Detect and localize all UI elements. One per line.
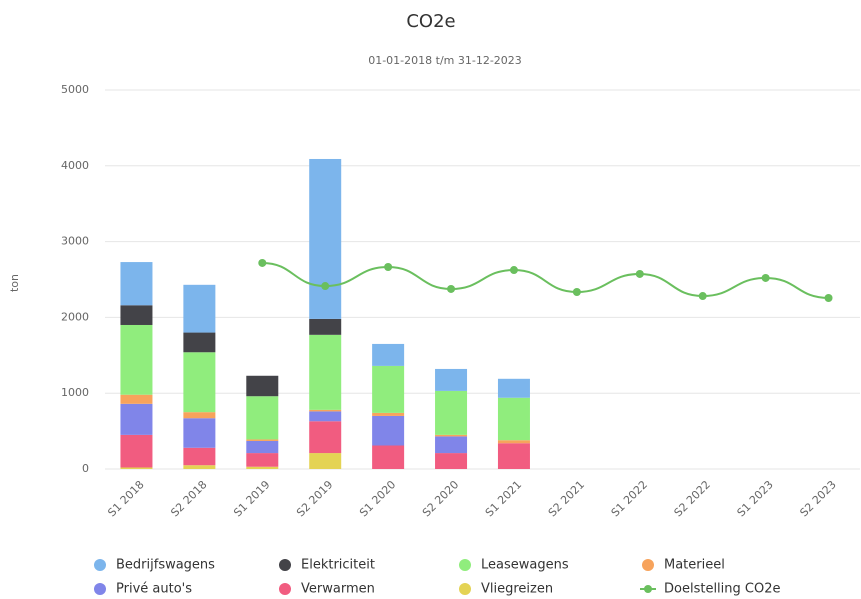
bar-segment xyxy=(497,440,530,444)
y-tick-label: 1000 xyxy=(61,386,89,399)
line-point xyxy=(321,282,330,291)
bar-segment xyxy=(120,394,153,404)
bar-segment xyxy=(309,421,342,454)
legend-marker xyxy=(279,559,291,571)
y-tick-label: 4000 xyxy=(61,159,89,172)
x-tick-label: S2 2020 xyxy=(420,478,461,519)
legend-marker xyxy=(459,559,471,571)
bar-segment xyxy=(372,415,405,446)
line-point xyxy=(447,284,456,293)
bar-segment xyxy=(372,445,405,469)
bar-segment xyxy=(435,390,468,435)
x-tick-label: S2 2021 xyxy=(546,478,587,519)
bar-segment xyxy=(309,411,342,422)
bar-segment xyxy=(183,465,216,469)
bar-segment xyxy=(309,453,342,469)
bar-segment xyxy=(435,436,468,454)
bar-segment xyxy=(372,343,405,366)
legend-marker xyxy=(94,583,106,595)
legend-label: Vliegreizen xyxy=(481,582,553,597)
x-tick-label: S1 2018 xyxy=(105,478,146,519)
bar-segment xyxy=(183,447,216,466)
bar-segment xyxy=(120,434,153,468)
x-tick-label: S2 2023 xyxy=(797,478,838,519)
bar-segment xyxy=(183,284,216,333)
bar-segment xyxy=(435,368,468,391)
bar-segment xyxy=(246,453,279,467)
bar-segment xyxy=(120,324,153,395)
x-tick-label: S2 2022 xyxy=(672,478,713,519)
x-tick-label: S2 2019 xyxy=(294,478,335,519)
legend-label: Privé auto's xyxy=(116,582,192,597)
line-point xyxy=(572,288,581,297)
bar-segment xyxy=(497,397,530,441)
y-tick-label: 3000 xyxy=(61,235,89,248)
legend-label: Materieel xyxy=(664,558,725,573)
legend-label: Elektriciteit xyxy=(301,558,375,573)
bar-segment xyxy=(120,403,153,435)
bar-segment xyxy=(372,412,405,416)
y-tick-label: 2000 xyxy=(61,310,89,323)
y-tick-label: 5000 xyxy=(61,83,89,96)
bar-segment xyxy=(120,262,153,306)
chart-title: CO2e xyxy=(406,11,455,32)
bar-segment xyxy=(183,332,216,353)
bar-segment xyxy=(246,396,279,440)
bar-segment xyxy=(497,443,530,469)
line-point xyxy=(635,269,644,278)
line xyxy=(262,261,829,299)
bar-segment xyxy=(246,440,279,454)
legend-label: Verwarmen xyxy=(301,582,375,597)
bar-segment xyxy=(497,378,530,398)
line-point xyxy=(509,266,518,275)
legend-marker xyxy=(459,583,471,595)
line-point xyxy=(384,262,393,271)
bar-segment xyxy=(246,439,279,441)
legend-label: Leasewagens xyxy=(481,558,569,573)
line-point xyxy=(761,273,770,282)
bar-segment xyxy=(246,375,279,397)
legend-marker xyxy=(279,583,291,595)
x-tick-label: S2 2018 xyxy=(168,478,209,519)
bar-segment xyxy=(120,467,153,469)
x-tick-label: S1 2021 xyxy=(483,478,524,519)
legend: Bedrijfswagens Elektriciteit Leasewagens Ma… xyxy=(94,558,780,597)
bar-segment xyxy=(246,466,279,469)
bar-segment xyxy=(435,453,468,469)
legend-marker xyxy=(642,559,654,571)
legend-label: Doelstelling CO2e xyxy=(664,582,780,597)
bar-segment xyxy=(183,412,216,419)
bar-segment xyxy=(183,352,216,413)
legend-marker xyxy=(94,559,106,571)
bar-segment xyxy=(309,334,342,410)
bar-segment xyxy=(309,158,342,319)
x-tick-label: S1 2022 xyxy=(609,478,650,519)
bar-segment xyxy=(435,434,468,437)
x-tick-label: S1 2020 xyxy=(357,478,398,519)
line-point xyxy=(698,292,707,301)
bar-segment xyxy=(120,305,153,325)
legend-marker xyxy=(644,585,652,593)
chart-subtitle: 01-01-2018 t/m 31-12-2023 xyxy=(368,54,522,67)
bar-segment xyxy=(309,409,342,412)
bar-segment xyxy=(309,318,342,335)
bar-segment xyxy=(372,365,405,413)
line-point xyxy=(824,293,833,302)
bar-segment xyxy=(183,418,216,448)
x-tick-label: S1 2019 xyxy=(231,478,272,519)
legend-label: Bedrijfswagens xyxy=(116,558,215,573)
line-point xyxy=(258,258,267,267)
y-tick-label: 0 xyxy=(82,462,89,475)
y-axis-label: ton xyxy=(8,274,21,292)
x-tick-label: S1 2023 xyxy=(735,478,776,519)
